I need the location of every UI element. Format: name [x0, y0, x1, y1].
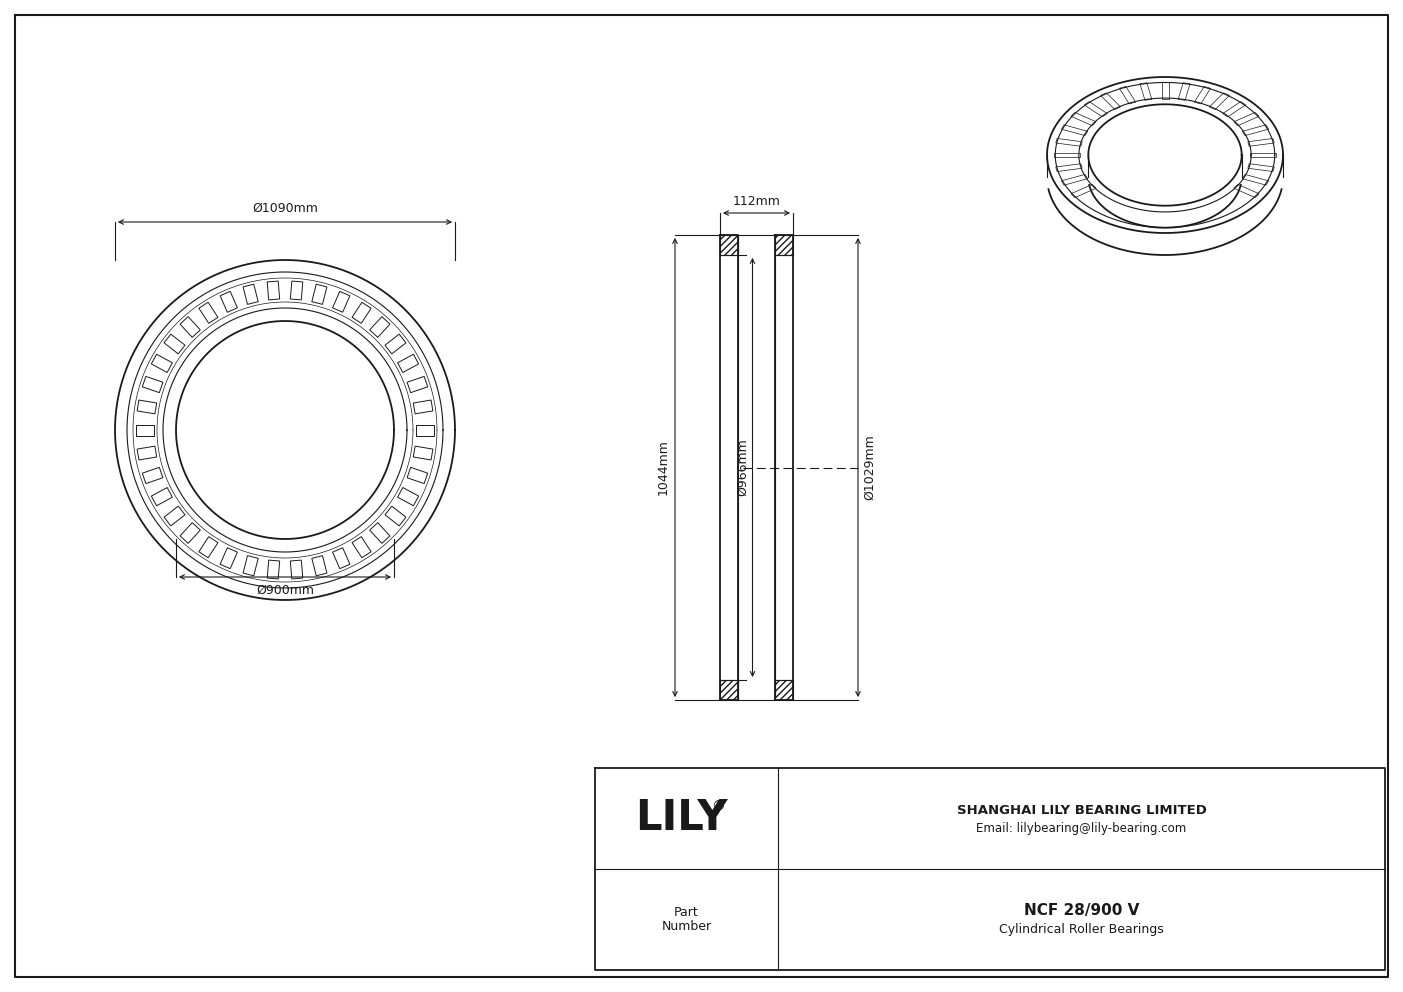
Text: Cylindrical Roller Bearings: Cylindrical Roller Bearings [999, 923, 1164, 936]
Text: Ø1029mm: Ø1029mm [863, 434, 875, 500]
Text: ®: ® [711, 800, 725, 813]
Text: Ø1090mm: Ø1090mm [253, 202, 318, 215]
Text: 1044mm: 1044mm [657, 439, 671, 495]
Text: SHANGHAI LILY BEARING LIMITED: SHANGHAI LILY BEARING LIMITED [957, 804, 1207, 817]
Text: Ø900mm: Ø900mm [255, 584, 314, 597]
Text: 112mm: 112mm [732, 195, 780, 208]
Text: Email: lilybearing@lily-bearing.com: Email: lilybearing@lily-bearing.com [976, 822, 1187, 835]
Text: NCF 28/900 V: NCF 28/900 V [1024, 903, 1139, 918]
Text: Part
Number: Part Number [661, 906, 711, 933]
Text: LILY: LILY [636, 798, 728, 839]
Text: Ø966mm: Ø966mm [737, 438, 749, 496]
